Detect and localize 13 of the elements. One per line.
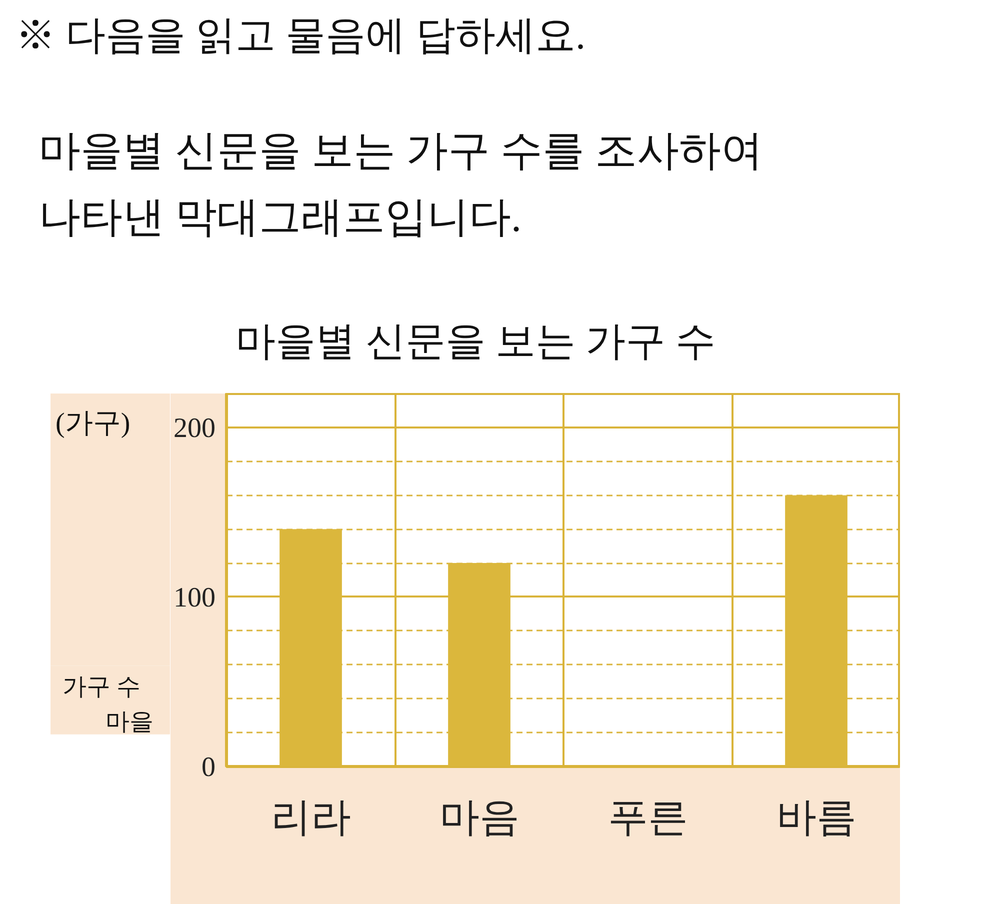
y-tick-label: 100 <box>174 582 216 614</box>
text: ※ 다음을 읽고 물음에 답하세요. <box>16 12 586 58</box>
text: 마을별 신문을 보는 가구 수를 조사하여 나타낸 막대그래프입니다. <box>38 128 763 242</box>
x-axis-title: 마을 <box>106 710 154 736</box>
text: (가구) <box>56 408 130 440</box>
chart-title: 마을별 신문을 보는 가구 수 <box>236 318 716 364</box>
y-tick-label: 200 <box>174 412 216 444</box>
x-tick-label: 마음 <box>439 794 520 840</box>
x-tick-label: 푸른 <box>608 794 688 840</box>
x-tick-label: 리라 <box>270 794 351 840</box>
x-tick-label: 바름 <box>776 794 856 840</box>
y-tick-label: 0 <box>202 752 216 783</box>
y-axis-title: 가구 수 <box>62 674 140 701</box>
